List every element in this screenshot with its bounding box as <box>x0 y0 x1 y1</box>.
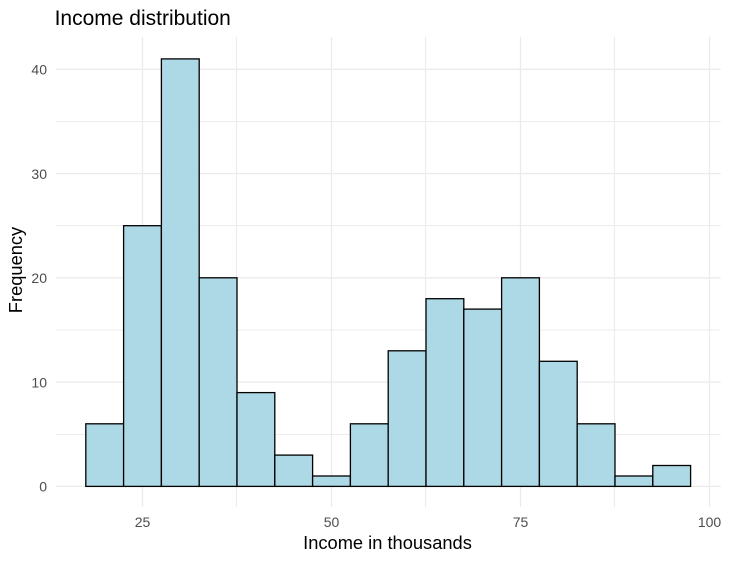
svg-text:Income distribution: Income distribution <box>55 7 231 30</box>
svg-text:50: 50 <box>324 514 340 530</box>
svg-text:100: 100 <box>698 514 722 530</box>
svg-text:30: 30 <box>31 166 47 182</box>
svg-text:25: 25 <box>135 514 151 530</box>
svg-text:75: 75 <box>513 514 529 530</box>
svg-text:0: 0 <box>39 479 47 495</box>
svg-text:Income in thousands: Income in thousands <box>303 532 472 553</box>
svg-text:Frequency: Frequency <box>5 226 26 313</box>
svg-text:20: 20 <box>31 270 47 286</box>
svg-text:40: 40 <box>31 62 47 78</box>
svg-text:10: 10 <box>31 374 47 390</box>
